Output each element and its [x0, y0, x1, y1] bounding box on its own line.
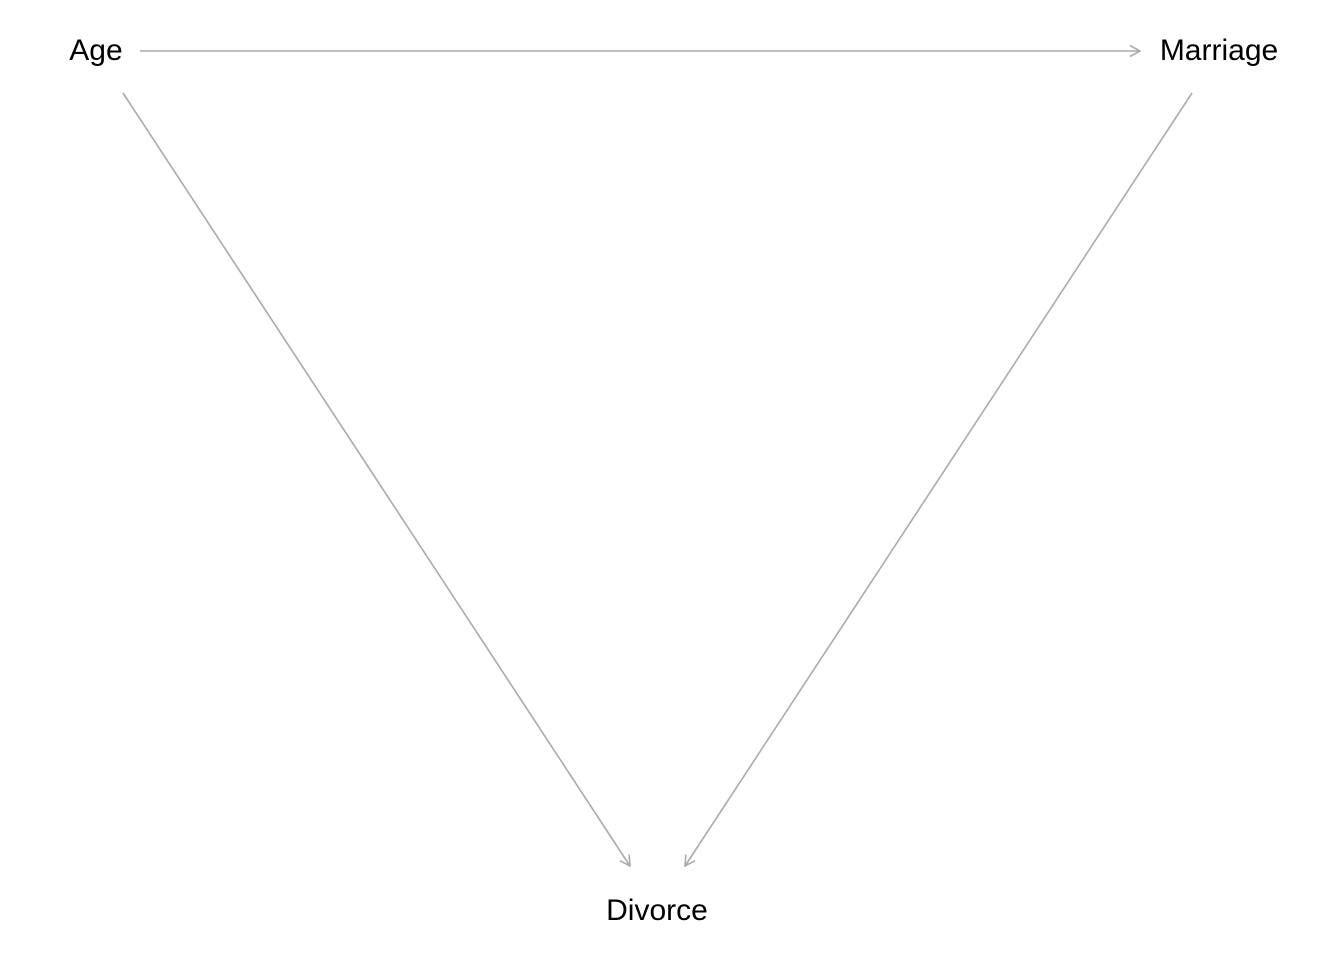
edge-age-to-divorce: [122, 92, 630, 866]
node-marriage: Marriage: [1160, 34, 1278, 67]
node-divorce: Divorce: [606, 894, 708, 927]
edges: [122, 51, 1193, 866]
edge-marriage-to-divorce: [685, 92, 1193, 866]
nodes: Age Marriage Divorce: [69, 34, 1278, 927]
node-age: Age: [69, 34, 122, 67]
